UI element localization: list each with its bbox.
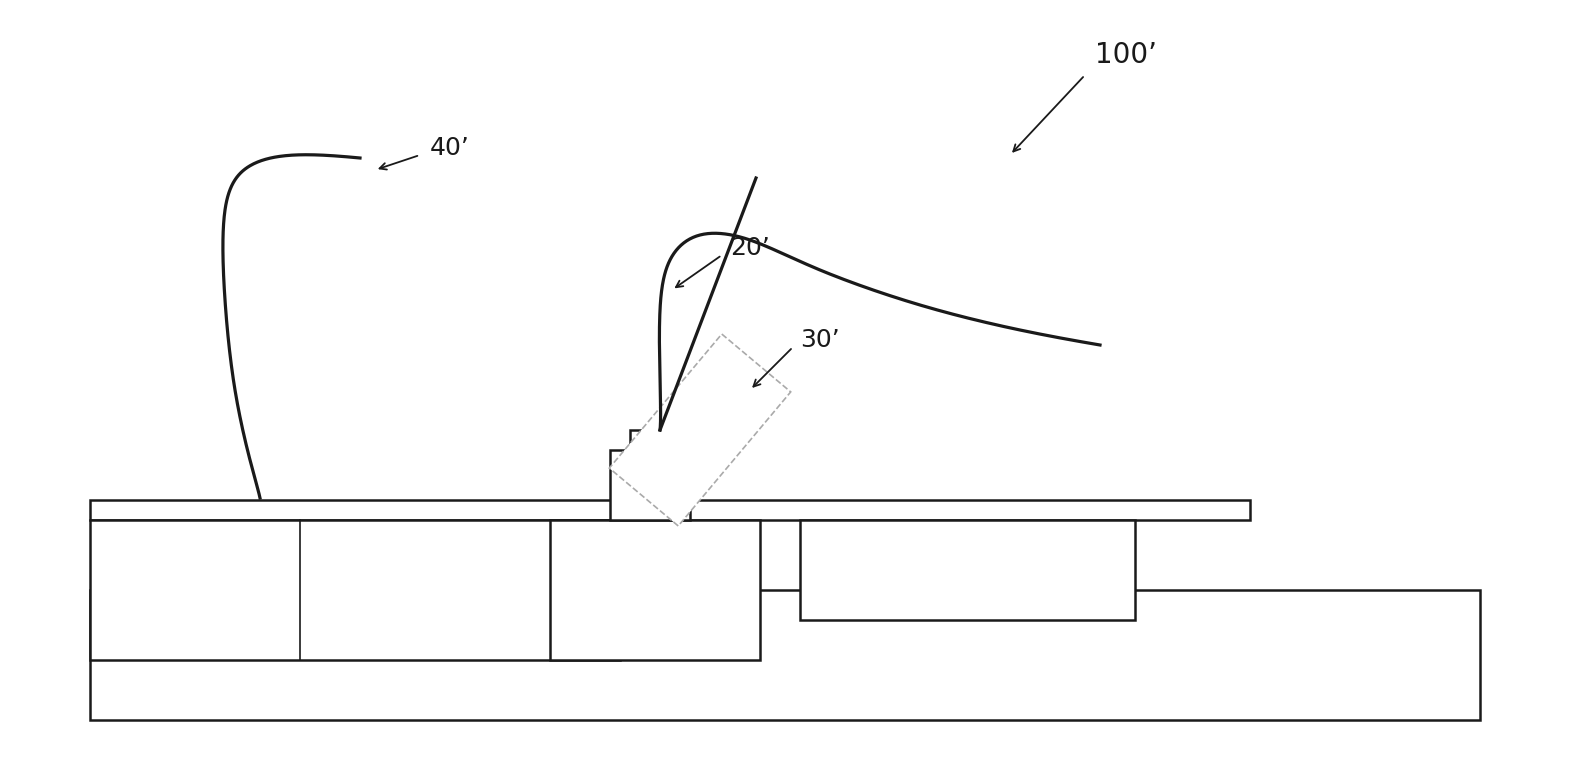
Text: 20’: 20’: [729, 236, 769, 260]
Bar: [610, 450, 689, 520]
Bar: [630, 430, 670, 452]
Bar: [89, 520, 619, 660]
Bar: [551, 520, 760, 660]
Polygon shape: [610, 334, 790, 526]
Bar: [89, 590, 1479, 720]
Bar: [89, 500, 1250, 520]
Text: 30’: 30’: [800, 328, 839, 352]
Text: 100’: 100’: [1095, 41, 1157, 69]
Text: 40’: 40’: [429, 136, 469, 160]
Bar: [800, 520, 1135, 620]
